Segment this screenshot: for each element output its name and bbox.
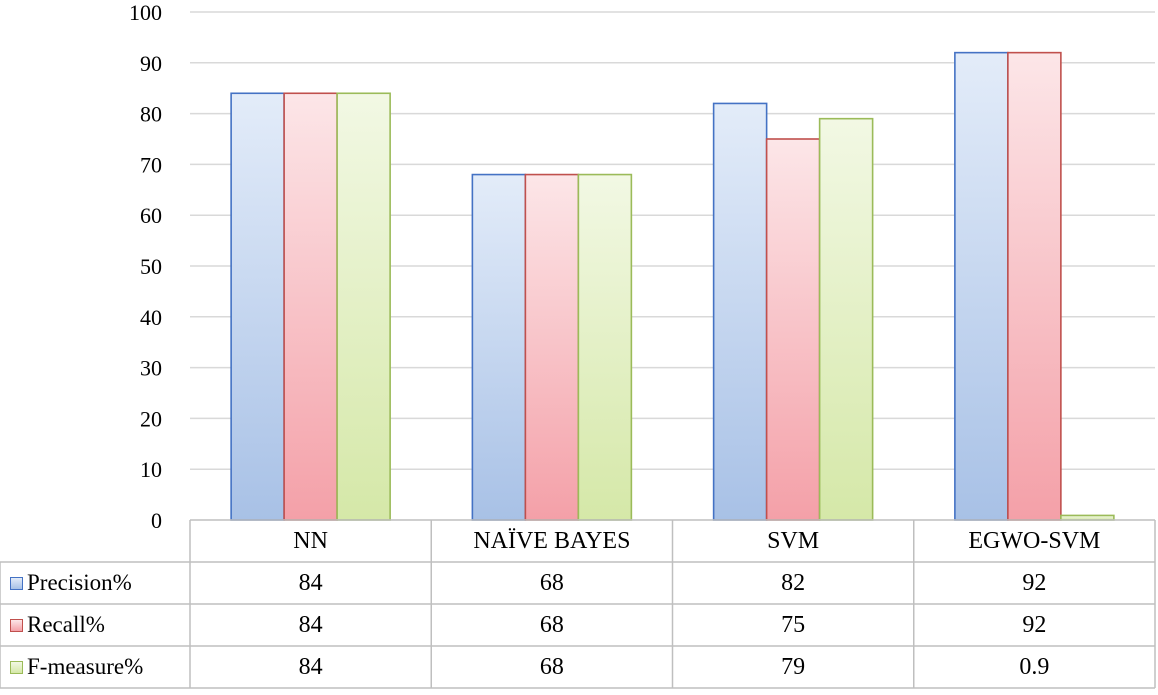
y-tick-label: 100	[129, 0, 162, 25]
y-tick-label: 20	[140, 406, 162, 431]
legend-label: Precision%	[27, 570, 132, 595]
data-label: 68	[539, 654, 564, 680]
data-label: 92	[1022, 612, 1047, 638]
bar-egwo-svm-recall-	[1007, 51, 1062, 521]
category-label: NAÏVE BAYES	[473, 528, 631, 554]
category-label: SVM	[767, 528, 820, 554]
bar-egwo-svm-precision-	[954, 51, 1009, 521]
bar-na-ve-bayes-f-measure-	[577, 173, 633, 521]
bar-na-ve-bayes-recall-	[524, 173, 580, 521]
y-tick-label: 60	[140, 203, 162, 228]
data-table-lines	[0, 519, 1156, 689]
y-tick-label: 50	[140, 254, 162, 279]
y-tick-label: 80	[140, 102, 162, 127]
legend-entry: Precision%	[10, 562, 132, 604]
data-label: 92	[1022, 570, 1047, 596]
legend-entry: Recall%	[10, 604, 105, 646]
data-label: 84	[298, 570, 323, 596]
legend-label: F-measure%	[27, 654, 144, 679]
bar-svm-recall-	[765, 138, 821, 521]
y-tick-label: 90	[140, 51, 162, 76]
data-label: 82	[781, 570, 806, 596]
y-axis-ticks: 0 10 20 30 40 50 60 70 80 90 100	[129, 0, 162, 533]
data-label: 75	[781, 612, 806, 638]
data-label: 68	[539, 570, 564, 596]
data-label: 68	[539, 612, 564, 638]
legend-entry: F-measure%	[10, 646, 143, 688]
legend-swatch	[10, 660, 23, 674]
bar-na-ve-bayes-precision-	[471, 173, 527, 521]
legend-swatch	[10, 618, 23, 632]
y-tick-label: 30	[140, 356, 162, 381]
bar-svm-f-measure-	[818, 117, 874, 521]
legend-swatch	[10, 576, 23, 590]
bar-nn-precision-	[230, 92, 285, 521]
data-label: 79	[781, 654, 806, 680]
category-label: EGWO-SVM	[968, 528, 1101, 554]
data-label: 0.9	[1019, 654, 1050, 680]
bar-nn-f-measure-	[336, 92, 391, 521]
data-label: 84	[298, 612, 323, 638]
bars	[230, 51, 1115, 521]
y-tick-label: 40	[140, 305, 162, 330]
bar-svm-precision-	[712, 102, 768, 521]
legend-label: Recall%	[27, 612, 105, 637]
data-label: 84	[298, 654, 323, 680]
y-tick-label: 10	[140, 457, 162, 482]
y-tick-label: 0	[151, 508, 162, 533]
y-tick-label: 70	[140, 152, 162, 177]
category-label: NN	[293, 528, 328, 554]
bar-nn-recall-	[283, 92, 338, 521]
